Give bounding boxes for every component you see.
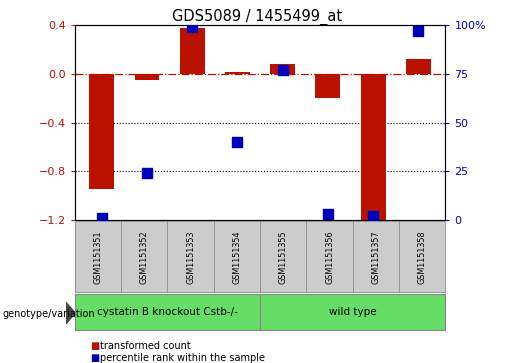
Text: GSM1151358: GSM1151358 — [418, 230, 427, 284]
Text: GSM1151353: GSM1151353 — [186, 230, 195, 284]
Point — [233, 139, 242, 145]
Text: wild type: wild type — [329, 307, 376, 317]
Text: GSM1151352: GSM1151352 — [140, 230, 149, 284]
Text: genotype/variation: genotype/variation — [3, 309, 95, 319]
Text: GDS5089 / 1455499_at: GDS5089 / 1455499_at — [173, 9, 342, 25]
Bar — [180, 28, 204, 74]
Bar — [270, 64, 295, 74]
Text: GSM1151356: GSM1151356 — [325, 230, 334, 284]
Bar — [316, 74, 340, 98]
Text: GSM1151355: GSM1151355 — [279, 230, 288, 284]
Point — [369, 213, 377, 219]
Point — [188, 24, 196, 30]
Point — [143, 170, 151, 176]
Bar — [134, 74, 160, 80]
Text: ■: ■ — [90, 340, 99, 351]
Text: GSM1151351: GSM1151351 — [93, 230, 102, 284]
Text: transformed count: transformed count — [100, 340, 191, 351]
Text: cystatin B knockout Cstb-/-: cystatin B knockout Cstb-/- — [97, 307, 238, 317]
Point — [414, 28, 422, 34]
Bar — [225, 72, 250, 74]
Bar — [360, 74, 386, 222]
Polygon shape — [66, 302, 75, 324]
Point — [98, 215, 106, 221]
Text: ■: ■ — [90, 352, 99, 363]
Text: percentile rank within the sample: percentile rank within the sample — [100, 352, 265, 363]
Bar — [406, 60, 431, 74]
Point — [324, 211, 332, 217]
Text: GSM1151354: GSM1151354 — [232, 230, 242, 284]
Text: GSM1151357: GSM1151357 — [371, 230, 381, 284]
Bar — [90, 74, 114, 189]
Point — [279, 67, 287, 73]
